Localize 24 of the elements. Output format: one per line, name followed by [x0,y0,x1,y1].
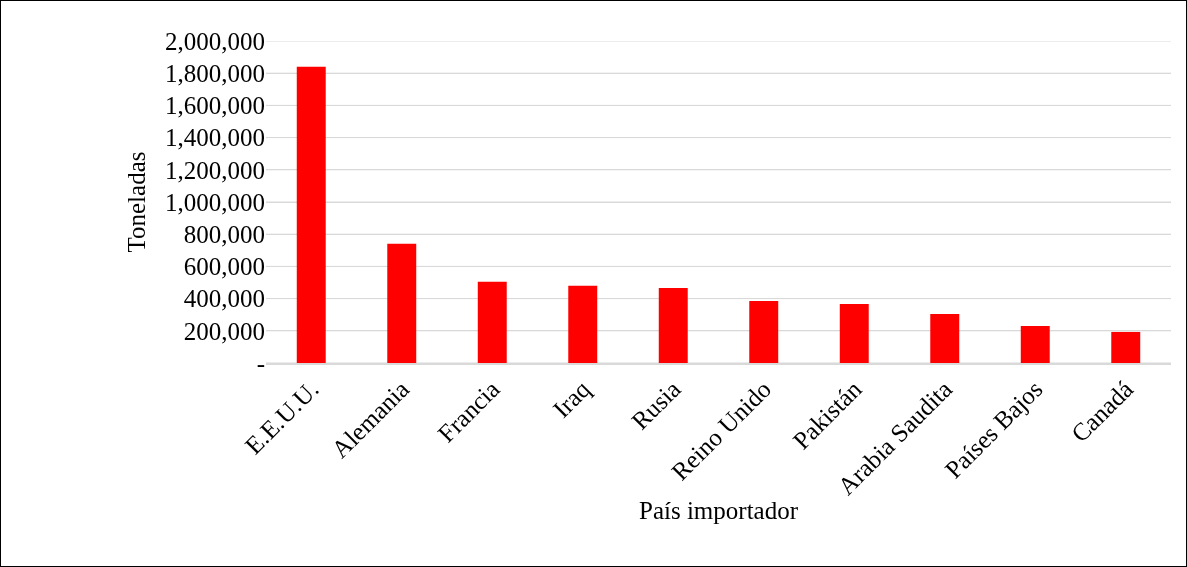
y-tick-label: 600,000 [183,253,265,281]
bar [477,281,507,363]
y-tick-label: 1,200,000 [165,156,265,184]
y-axis-title: Toneladas [122,151,150,253]
y-tick-label: - [256,349,265,377]
x-axis-title: País importador [638,496,799,524]
x-tick-label: Iraq [547,374,596,423]
bar [749,301,779,363]
bar [568,285,598,363]
bar [1020,325,1050,363]
y-tick-label: 400,000 [183,285,265,313]
y-tick-label: 2,000,000 [165,27,265,55]
bar [387,243,417,363]
bar [296,66,326,363]
y-tick-label: 1,400,000 [165,124,265,152]
bar [1111,331,1141,363]
y-tick-label: 1,000,000 [165,188,265,216]
y-tick-label: 1,600,000 [165,92,265,120]
bar [839,304,869,363]
y-tick-label: 1,800,000 [165,59,265,87]
bar [658,287,688,363]
bar [930,314,960,363]
y-tick-label: 800,000 [183,220,265,248]
y-tick-label: 200,000 [183,317,265,345]
